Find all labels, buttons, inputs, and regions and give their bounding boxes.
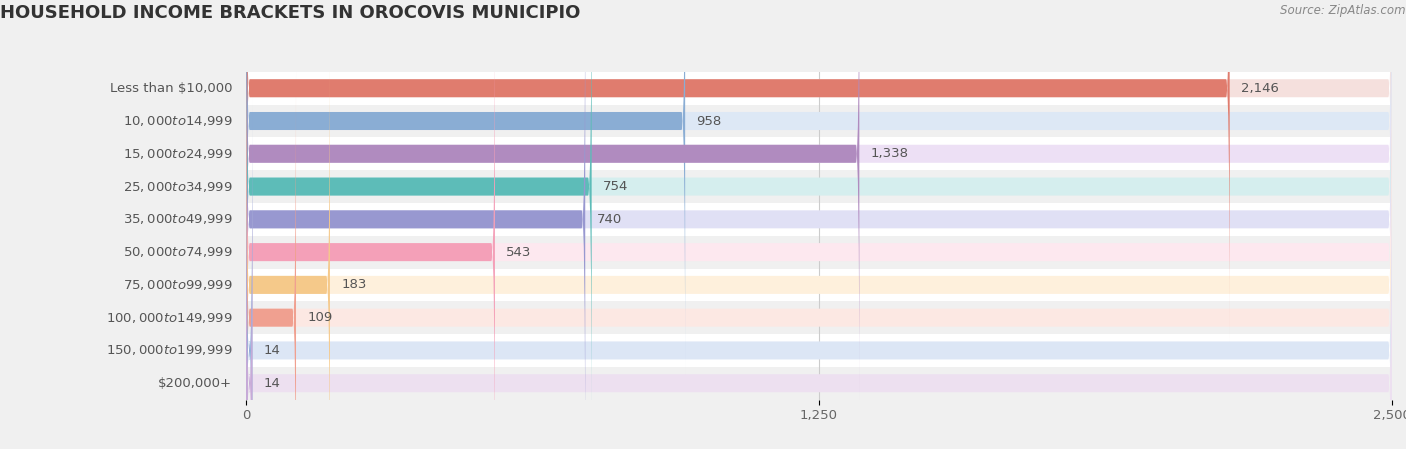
FancyBboxPatch shape xyxy=(246,301,1392,334)
FancyBboxPatch shape xyxy=(246,0,1392,374)
FancyBboxPatch shape xyxy=(246,105,1392,137)
Text: $75,000 to $99,999: $75,000 to $99,999 xyxy=(122,278,232,292)
FancyBboxPatch shape xyxy=(246,0,685,374)
FancyBboxPatch shape xyxy=(246,32,330,449)
Text: Less than $10,000: Less than $10,000 xyxy=(110,82,232,95)
FancyBboxPatch shape xyxy=(246,130,253,449)
FancyBboxPatch shape xyxy=(246,137,1392,170)
FancyBboxPatch shape xyxy=(246,32,1392,449)
FancyBboxPatch shape xyxy=(246,0,1392,449)
Text: 1,338: 1,338 xyxy=(870,147,908,160)
Text: 740: 740 xyxy=(596,213,621,226)
Text: Source: ZipAtlas.com: Source: ZipAtlas.com xyxy=(1281,4,1406,18)
FancyBboxPatch shape xyxy=(246,0,495,449)
Text: $150,000 to $199,999: $150,000 to $199,999 xyxy=(105,343,232,357)
Text: 14: 14 xyxy=(264,344,281,357)
Text: 14: 14 xyxy=(264,377,281,390)
FancyBboxPatch shape xyxy=(246,65,1392,449)
Text: $200,000+: $200,000+ xyxy=(159,377,232,390)
FancyBboxPatch shape xyxy=(246,0,1392,449)
FancyBboxPatch shape xyxy=(246,203,1392,236)
Text: 2,146: 2,146 xyxy=(1241,82,1279,95)
FancyBboxPatch shape xyxy=(246,269,1392,301)
Text: $35,000 to $49,999: $35,000 to $49,999 xyxy=(122,212,232,226)
FancyBboxPatch shape xyxy=(246,0,1392,407)
Text: $50,000 to $74,999: $50,000 to $74,999 xyxy=(122,245,232,259)
FancyBboxPatch shape xyxy=(246,130,1392,449)
FancyBboxPatch shape xyxy=(246,236,1392,269)
FancyBboxPatch shape xyxy=(246,72,1392,105)
FancyBboxPatch shape xyxy=(246,0,859,407)
Text: $15,000 to $24,999: $15,000 to $24,999 xyxy=(122,147,232,161)
FancyBboxPatch shape xyxy=(246,170,1392,203)
FancyBboxPatch shape xyxy=(246,0,1392,341)
FancyBboxPatch shape xyxy=(246,334,1392,367)
Text: HOUSEHOLD INCOME BRACKETS IN OROCOVIS MUNICIPIO: HOUSEHOLD INCOME BRACKETS IN OROCOVIS MU… xyxy=(0,4,581,22)
Text: 183: 183 xyxy=(342,278,367,291)
Text: 754: 754 xyxy=(603,180,628,193)
FancyBboxPatch shape xyxy=(246,97,1392,449)
FancyBboxPatch shape xyxy=(246,0,592,440)
Text: 109: 109 xyxy=(308,311,333,324)
FancyBboxPatch shape xyxy=(246,97,253,449)
FancyBboxPatch shape xyxy=(246,0,1230,341)
FancyBboxPatch shape xyxy=(246,0,585,449)
FancyBboxPatch shape xyxy=(246,0,1392,440)
Text: 958: 958 xyxy=(696,114,721,128)
Text: $100,000 to $149,999: $100,000 to $149,999 xyxy=(105,311,232,325)
FancyBboxPatch shape xyxy=(246,65,297,449)
Text: 543: 543 xyxy=(506,246,531,259)
FancyBboxPatch shape xyxy=(246,367,1392,400)
Text: $25,000 to $34,999: $25,000 to $34,999 xyxy=(122,180,232,194)
Text: $10,000 to $14,999: $10,000 to $14,999 xyxy=(122,114,232,128)
